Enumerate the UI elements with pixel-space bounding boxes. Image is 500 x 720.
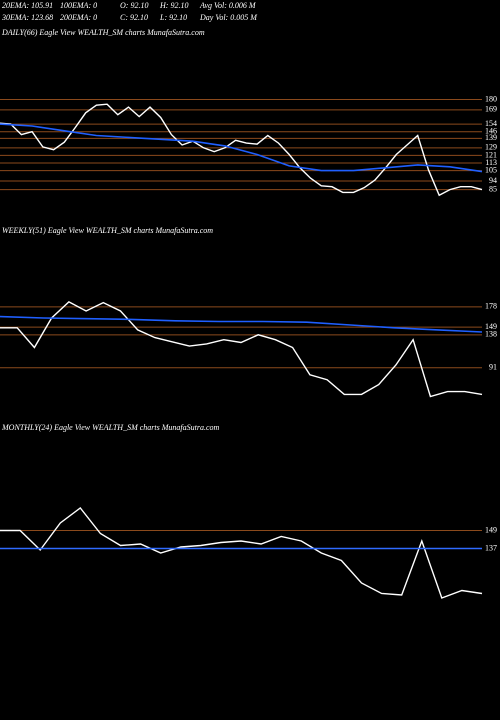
y-tick-label: 121 <box>485 150 497 159</box>
header-stat: C: 92.10 <box>120 13 148 22</box>
header-stat: 100EMA: 0 <box>60 1 97 10</box>
y-tick-label: 149 <box>485 322 497 331</box>
y-tick-label: 105 <box>485 165 497 174</box>
y-tick-label: 178 <box>485 302 497 311</box>
price-line <box>0 301 483 398</box>
y-tick-label: 137 <box>485 543 497 552</box>
y-tick-label: 146 <box>485 127 497 136</box>
price-line <box>0 315 483 333</box>
y-tick-label: 138 <box>485 330 497 339</box>
header-stat: 20EMA: 105.91 <box>2 1 53 10</box>
y-tick-label: 94 <box>489 176 497 185</box>
header-stat: O: 92.10 <box>120 1 148 10</box>
header-stat: 200EMA: 0 <box>60 13 97 22</box>
y-tick-label: 169 <box>485 105 497 114</box>
header-stat: 30EMA: 123.68 <box>1 13 53 22</box>
y-tick-label: 113 <box>485 158 497 167</box>
price-line <box>0 103 483 197</box>
panel-title: MONTHLY(24) Eagle View WEALTH_SM charts … <box>1 423 220 432</box>
price-line <box>0 507 483 599</box>
header-stat: H: 92.10 <box>159 1 188 10</box>
y-tick-label: 129 <box>485 143 497 152</box>
y-tick-label: 139 <box>485 133 497 142</box>
price-line <box>0 123 483 173</box>
header-stat: L: 92.10 <box>159 13 187 22</box>
header-stat: Day Vol: 0.005 M <box>199 13 258 22</box>
panel-title: WEEKLY(51) Eagle View WEALTH_SM charts M… <box>2 226 213 235</box>
y-tick-label: 91 <box>489 363 497 372</box>
y-tick-label: 85 <box>489 184 497 193</box>
header-stat: Avg Vol: 0.006 M <box>199 1 257 10</box>
y-tick-label: 180 <box>485 94 497 103</box>
y-tick-label: 154 <box>485 119 497 128</box>
panel-title: DAILY(66) Eagle View WEALTH_SM charts Mu… <box>1 28 205 37</box>
y-tick-label: 149 <box>485 525 497 534</box>
